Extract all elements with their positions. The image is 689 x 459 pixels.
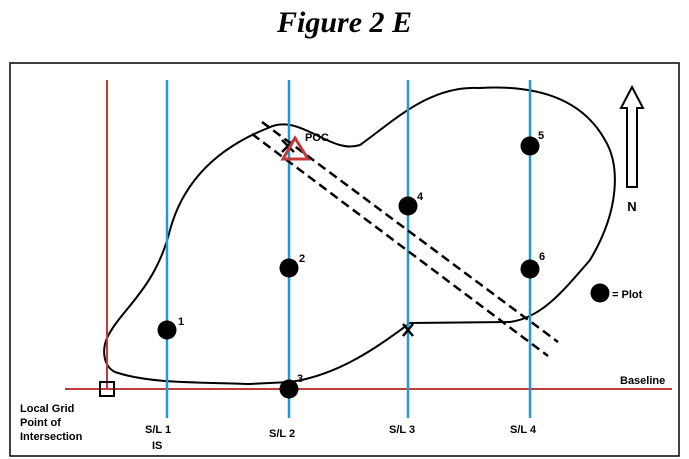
figure-title: Figure 2 E: [276, 6, 413, 39]
plot-point: [520, 136, 540, 156]
x-mark-sl3: [402, 323, 414, 337]
north-arrow-icon: [619, 84, 645, 188]
poc-label: POC: [305, 132, 329, 144]
plot-point: [157, 320, 177, 340]
plot-label-3: 3: [297, 373, 303, 385]
strip-line-label-3: S/L 3: [389, 424, 415, 436]
plot-point: [279, 379, 299, 399]
dashed-line-lower: [251, 133, 549, 357]
plot-label-5: 5: [538, 130, 544, 142]
grid-point-label-line2: Point of: [20, 417, 61, 429]
plot-label-4: 4: [417, 191, 424, 203]
plot-point: [398, 196, 418, 216]
plot-point: [520, 259, 540, 279]
plot-label-1: 1: [178, 316, 184, 328]
legend-plot-icon: [590, 283, 610, 303]
strip-line-label-2: S/L 2: [269, 428, 295, 440]
grid-intersection-marker: [99, 381, 115, 397]
is-label: IS: [152, 440, 162, 452]
plot-label-6: 6: [539, 251, 545, 263]
grid-point-label-line3: Intersection: [20, 431, 83, 443]
dashed-line-upper: [261, 120, 559, 344]
poc-triangle-icon: [280, 135, 311, 161]
plot-label-2: 2: [299, 253, 305, 265]
grid-point-label-line1: Local Grid: [20, 403, 74, 415]
plot-point: [279, 258, 299, 278]
baseline-label: Baseline: [620, 375, 665, 387]
diagram-frame: [9, 62, 680, 457]
legend-plot-label: = Plot: [612, 289, 643, 301]
strip-line-label-4: S/L 4: [510, 424, 537, 436]
stand-boundary: [103, 86, 616, 386]
north-label: N: [627, 199, 636, 214]
strip-line-label-1: S/L 1: [145, 424, 171, 436]
